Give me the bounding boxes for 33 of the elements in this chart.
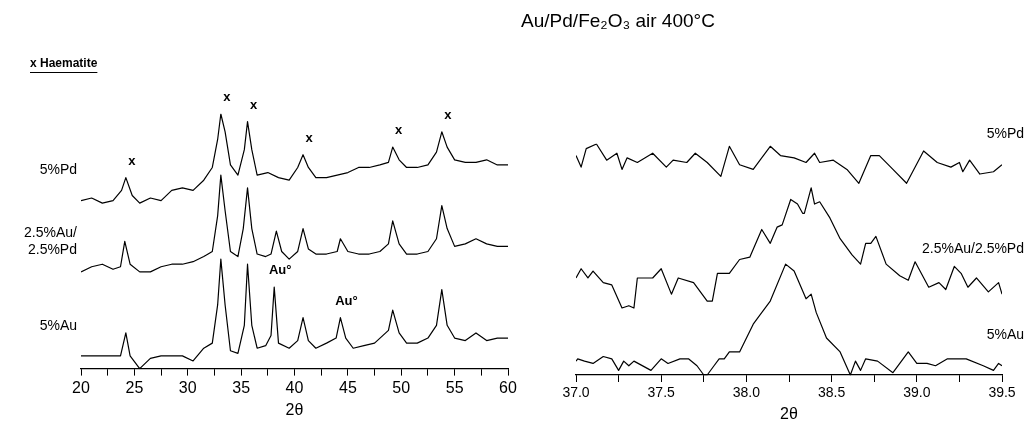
annotation: x (305, 129, 314, 145)
x-tick-label: 39.5 (988, 384, 1016, 401)
annotation: x (249, 96, 258, 112)
x-tick-label: 37.5 (647, 384, 676, 401)
text: x Haematite (30, 56, 98, 71)
x-tick-label: 38.0 (732, 384, 761, 401)
x-axis-title: 2θ (780, 404, 798, 422)
series-label: 2.5%Au/ 2.5%Pd (24, 224, 78, 258)
series-label: 2.5%Au/2.5%Pd (922, 240, 1024, 257)
x-tick-label: 55 (445, 378, 464, 396)
x-tick-label: 35 (232, 378, 251, 396)
x-tick-label: 40 (285, 378, 304, 396)
x-tick-label: 37.0 (562, 384, 590, 401)
annotation: x (395, 122, 404, 138)
series-label: 5%Au (986, 325, 1024, 342)
x-tick-label: 30 (178, 378, 197, 396)
annotation: x (444, 106, 453, 122)
annotation: x (223, 89, 232, 105)
series-label: 5%Pd (39, 161, 77, 178)
series-label: 5%Au (39, 316, 77, 333)
x-axis-title: 2θ (285, 400, 304, 418)
x-tick-label: 45 (338, 378, 357, 396)
annotation: Au° (335, 292, 358, 308)
x-tick-label: 39.0 (903, 384, 931, 401)
x-tick-label: 25 (125, 378, 144, 396)
annotation: Au° (268, 262, 292, 278)
x-tick-label: 60 (499, 378, 517, 396)
series-label: 5%Pd (986, 124, 1024, 141)
annotation: x (128, 152, 137, 168)
x-tick-label: 38.5 (817, 384, 846, 401)
x-tick-label: 20 (72, 378, 90, 396)
text: Au/Pd/Fe₂O₃ air 400°C (520, 9, 716, 33)
x-tick-label: 50 (392, 378, 411, 396)
